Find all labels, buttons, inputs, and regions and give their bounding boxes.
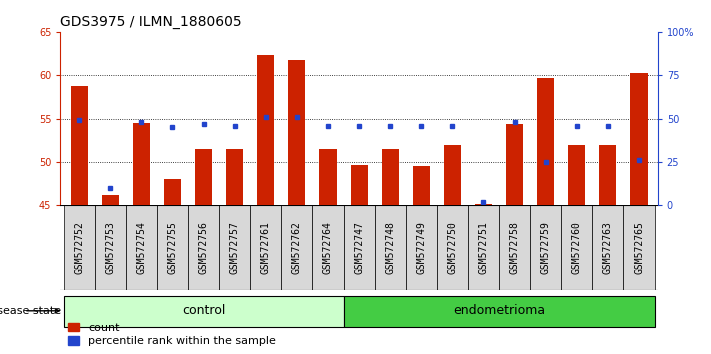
Text: GSM572762: GSM572762 xyxy=(292,221,302,274)
Text: endometrioma: endometrioma xyxy=(453,304,545,317)
Bar xyxy=(250,205,282,290)
Text: GSM572756: GSM572756 xyxy=(198,221,208,274)
Text: GSM572761: GSM572761 xyxy=(261,221,271,274)
Text: control: control xyxy=(182,304,225,317)
Text: GSM572753: GSM572753 xyxy=(105,221,115,274)
Bar xyxy=(499,205,530,290)
Bar xyxy=(312,205,343,290)
Text: GDS3975 / ILMN_1880605: GDS3975 / ILMN_1880605 xyxy=(60,16,242,29)
Bar xyxy=(282,205,312,290)
Text: GSM572752: GSM572752 xyxy=(74,221,84,274)
Bar xyxy=(164,179,181,205)
Bar xyxy=(506,124,523,205)
Bar xyxy=(468,205,499,290)
Bar xyxy=(70,86,87,205)
Bar xyxy=(63,296,343,327)
Bar xyxy=(188,205,219,290)
Bar xyxy=(257,55,274,205)
Bar xyxy=(195,149,212,205)
Bar xyxy=(561,205,592,290)
Bar xyxy=(133,123,150,205)
Text: disease state: disease state xyxy=(0,306,61,316)
Bar xyxy=(444,144,461,205)
Bar xyxy=(437,205,468,290)
Bar xyxy=(475,204,492,205)
Bar xyxy=(412,166,430,205)
Bar xyxy=(375,205,406,290)
Bar xyxy=(568,144,585,205)
Bar xyxy=(343,205,375,290)
Text: GSM572755: GSM572755 xyxy=(167,221,178,274)
Bar xyxy=(351,165,368,205)
Bar xyxy=(126,205,157,290)
Text: GSM572751: GSM572751 xyxy=(479,221,488,274)
Bar xyxy=(63,205,95,290)
Bar xyxy=(319,149,336,205)
Bar xyxy=(624,205,655,290)
Bar xyxy=(530,205,561,290)
Text: GSM572749: GSM572749 xyxy=(416,221,427,274)
Bar xyxy=(157,205,188,290)
Bar xyxy=(102,195,119,205)
Bar xyxy=(599,144,616,205)
Bar xyxy=(219,205,250,290)
Text: GSM572750: GSM572750 xyxy=(447,221,457,274)
Text: GSM572760: GSM572760 xyxy=(572,221,582,274)
Bar xyxy=(343,296,655,327)
Bar xyxy=(631,74,648,205)
Text: GSM572757: GSM572757 xyxy=(230,221,240,274)
Text: GSM572765: GSM572765 xyxy=(634,221,644,274)
Text: GSM572764: GSM572764 xyxy=(323,221,333,274)
Bar xyxy=(537,78,555,205)
Text: GSM572754: GSM572754 xyxy=(137,221,146,274)
Bar xyxy=(382,149,399,205)
Bar xyxy=(95,205,126,290)
Text: GSM572759: GSM572759 xyxy=(540,221,551,274)
Text: GSM572748: GSM572748 xyxy=(385,221,395,274)
Bar xyxy=(592,205,624,290)
Text: GSM572763: GSM572763 xyxy=(603,221,613,274)
Text: GSM572747: GSM572747 xyxy=(354,221,364,274)
Legend: count, percentile rank within the sample: count, percentile rank within the sample xyxy=(66,320,278,348)
Text: GSM572758: GSM572758 xyxy=(510,221,520,274)
Bar xyxy=(226,149,243,205)
Bar xyxy=(288,61,306,205)
Bar xyxy=(406,205,437,290)
